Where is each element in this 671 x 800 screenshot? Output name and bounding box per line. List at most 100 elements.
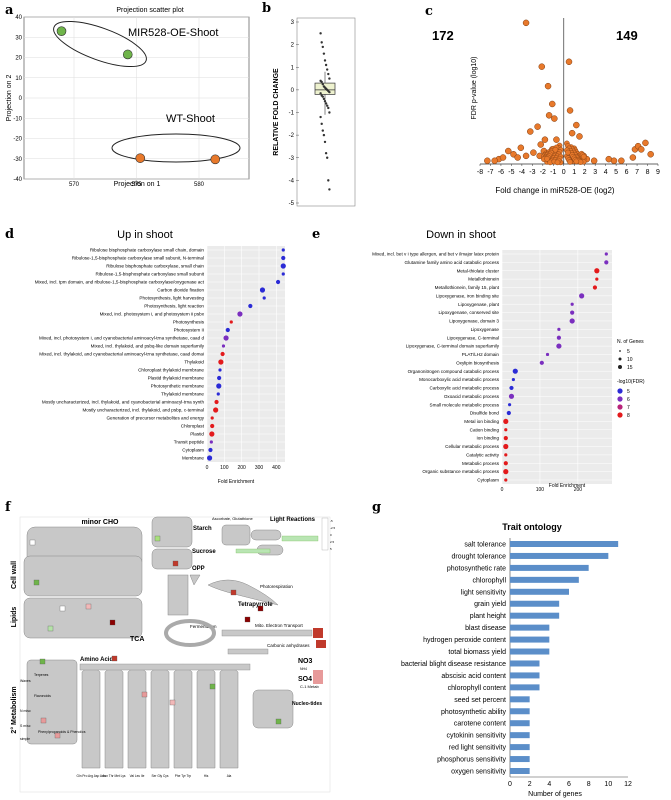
so4-heat-cell <box>313 670 323 684</box>
gene-marker <box>30 540 35 545</box>
gene-point <box>515 155 521 161</box>
gene-point <box>581 154 586 159</box>
trait-label: blast disease <box>465 625 506 632</box>
data-point <box>322 83 324 85</box>
enrichment-dot <box>594 268 599 273</box>
trait-bar <box>510 660 540 666</box>
gene-point <box>523 153 529 159</box>
term-label: Oxoacid metabolic process <box>444 394 500 399</box>
figure: a b c d e f g Projection scatter plot 57… <box>0 0 671 800</box>
enrichment-dot <box>208 448 212 452</box>
x-tick-label: 6 <box>567 781 571 788</box>
light-reactions-label: Light Reactions <box>270 517 316 523</box>
enrichment-dot <box>217 376 221 380</box>
x-tick-label: -6 <box>498 169 504 176</box>
term-label: Glutamine family amino acid catabolic pr… <box>405 260 500 265</box>
n-misc-label: N misc <box>20 709 31 713</box>
legend-color-value: 5 <box>627 389 630 395</box>
x-tick-label: 10 <box>604 781 612 788</box>
term-label: Lipoxygenase, C-terminal domain superfam… <box>406 344 500 349</box>
mito-heat-cell <box>313 628 323 638</box>
legend-color-dot <box>617 396 622 401</box>
term-label: Generation of precursor metabolites and … <box>106 416 204 421</box>
x-tick-label: -4 <box>519 169 525 176</box>
x-tick-label: 0 <box>501 487 504 493</box>
starch-label: Starch <box>193 526 212 532</box>
y-tick-label: -30 <box>13 157 22 163</box>
ascorbate-box <box>222 525 250 545</box>
no3-label: NO3 <box>298 658 313 665</box>
gene-marker <box>40 659 45 664</box>
legend-size-value: 15 <box>627 365 633 371</box>
gene-point <box>574 159 579 164</box>
gene-point <box>539 64 545 70</box>
simple-label: simple <box>20 737 30 741</box>
amino-acid-column <box>128 664 146 768</box>
gene-point <box>569 130 575 136</box>
gene-marker <box>258 606 263 611</box>
x-tick-label: 100 <box>220 465 229 471</box>
trait-label: chlorophyll content <box>448 685 506 692</box>
x-axis-label: Fold change in miR528-OE (log2) <box>495 186 615 195</box>
y-tick-label: -20 <box>13 137 22 143</box>
gene-marker <box>86 604 91 609</box>
term-label: Mixed, incl. thylakoid, and cyanobacteri… <box>39 352 204 357</box>
panel-label-g: g <box>372 500 381 515</box>
enrichment-dot <box>263 296 266 299</box>
y-tick-label: -5 <box>289 201 295 207</box>
x-tick-label: 4 <box>547 781 551 788</box>
legend-color-value: 8 <box>627 413 630 419</box>
trait-label: phosphorus sensitivity <box>437 757 506 764</box>
down-count: 172 <box>432 28 454 43</box>
term-label: Mixed, incl. thylakoid, and psbq-like do… <box>91 344 205 349</box>
term-label: Thylakoid membrane <box>161 392 204 397</box>
trait-bar <box>510 732 530 738</box>
x-tick-label: 100 <box>536 487 545 493</box>
enrichment-dot <box>503 469 508 474</box>
enrichment-dot <box>218 359 223 364</box>
term-label: Mostly uncharacterized, incl. thylakoid,… <box>42 400 205 405</box>
gene-point <box>555 160 560 165</box>
enrichment-dot <box>221 352 225 356</box>
tca-label: TCA <box>130 636 144 643</box>
x-tick-label: -3 <box>529 169 535 176</box>
data-point <box>319 116 321 118</box>
gene-point <box>553 147 558 152</box>
term-label: Photosynthesis, light harvesting <box>139 296 204 301</box>
c1-label: C-1 Metab <box>300 684 319 689</box>
amino-acids-label: Amino Acids <box>80 657 117 663</box>
data-point <box>327 73 329 75</box>
enrichment-dot <box>540 361 544 365</box>
enrichment-dot <box>209 431 214 436</box>
amino-acid-column <box>82 664 100 768</box>
gene-marker <box>231 590 236 595</box>
gene-point <box>542 137 548 143</box>
term-label: Cation binding <box>470 427 500 432</box>
gene-marker <box>112 656 117 661</box>
trait-label: oxygen sensitivity <box>451 769 506 776</box>
enrichment-dot <box>223 335 228 340</box>
amino-acid-column <box>220 664 238 768</box>
term-label: Organonitrogen compound catabolic proces… <box>408 369 500 374</box>
data-point <box>328 77 330 79</box>
panel-f-metabolism-overview: minor CHO Cell wall Lipids Starch Sucros… <box>10 516 336 792</box>
x-tick-label: 570 <box>69 182 80 188</box>
starch-box <box>152 517 192 547</box>
trait-bar <box>510 720 530 726</box>
enrichment-dot <box>557 336 561 340</box>
gene-point <box>505 148 511 154</box>
chart-title: Projection scatter plot <box>116 7 183 14</box>
enrichment-dot <box>213 407 218 412</box>
trait-bar <box>510 696 530 702</box>
x-axis-label: Projection on 1 <box>114 181 161 188</box>
term-label: Photosynthesis, light reaction <box>144 304 204 309</box>
term-label: Oxylipin biosynthesis <box>456 360 500 365</box>
scale-value: 5 <box>330 547 332 551</box>
sample-point <box>211 155 220 164</box>
y-tick-label: 1 <box>291 65 295 71</box>
gene-point <box>565 150 570 155</box>
data-point <box>325 152 327 154</box>
color-scale-bar <box>322 518 328 550</box>
enrichment-dot <box>248 304 252 308</box>
data-point <box>321 41 323 43</box>
